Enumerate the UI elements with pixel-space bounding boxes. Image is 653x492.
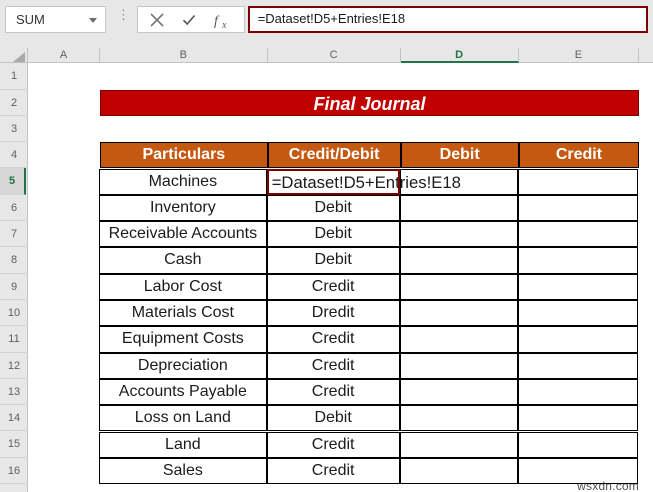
svg-text:x: x	[221, 20, 227, 29]
svg-text:f: f	[214, 14, 220, 29]
